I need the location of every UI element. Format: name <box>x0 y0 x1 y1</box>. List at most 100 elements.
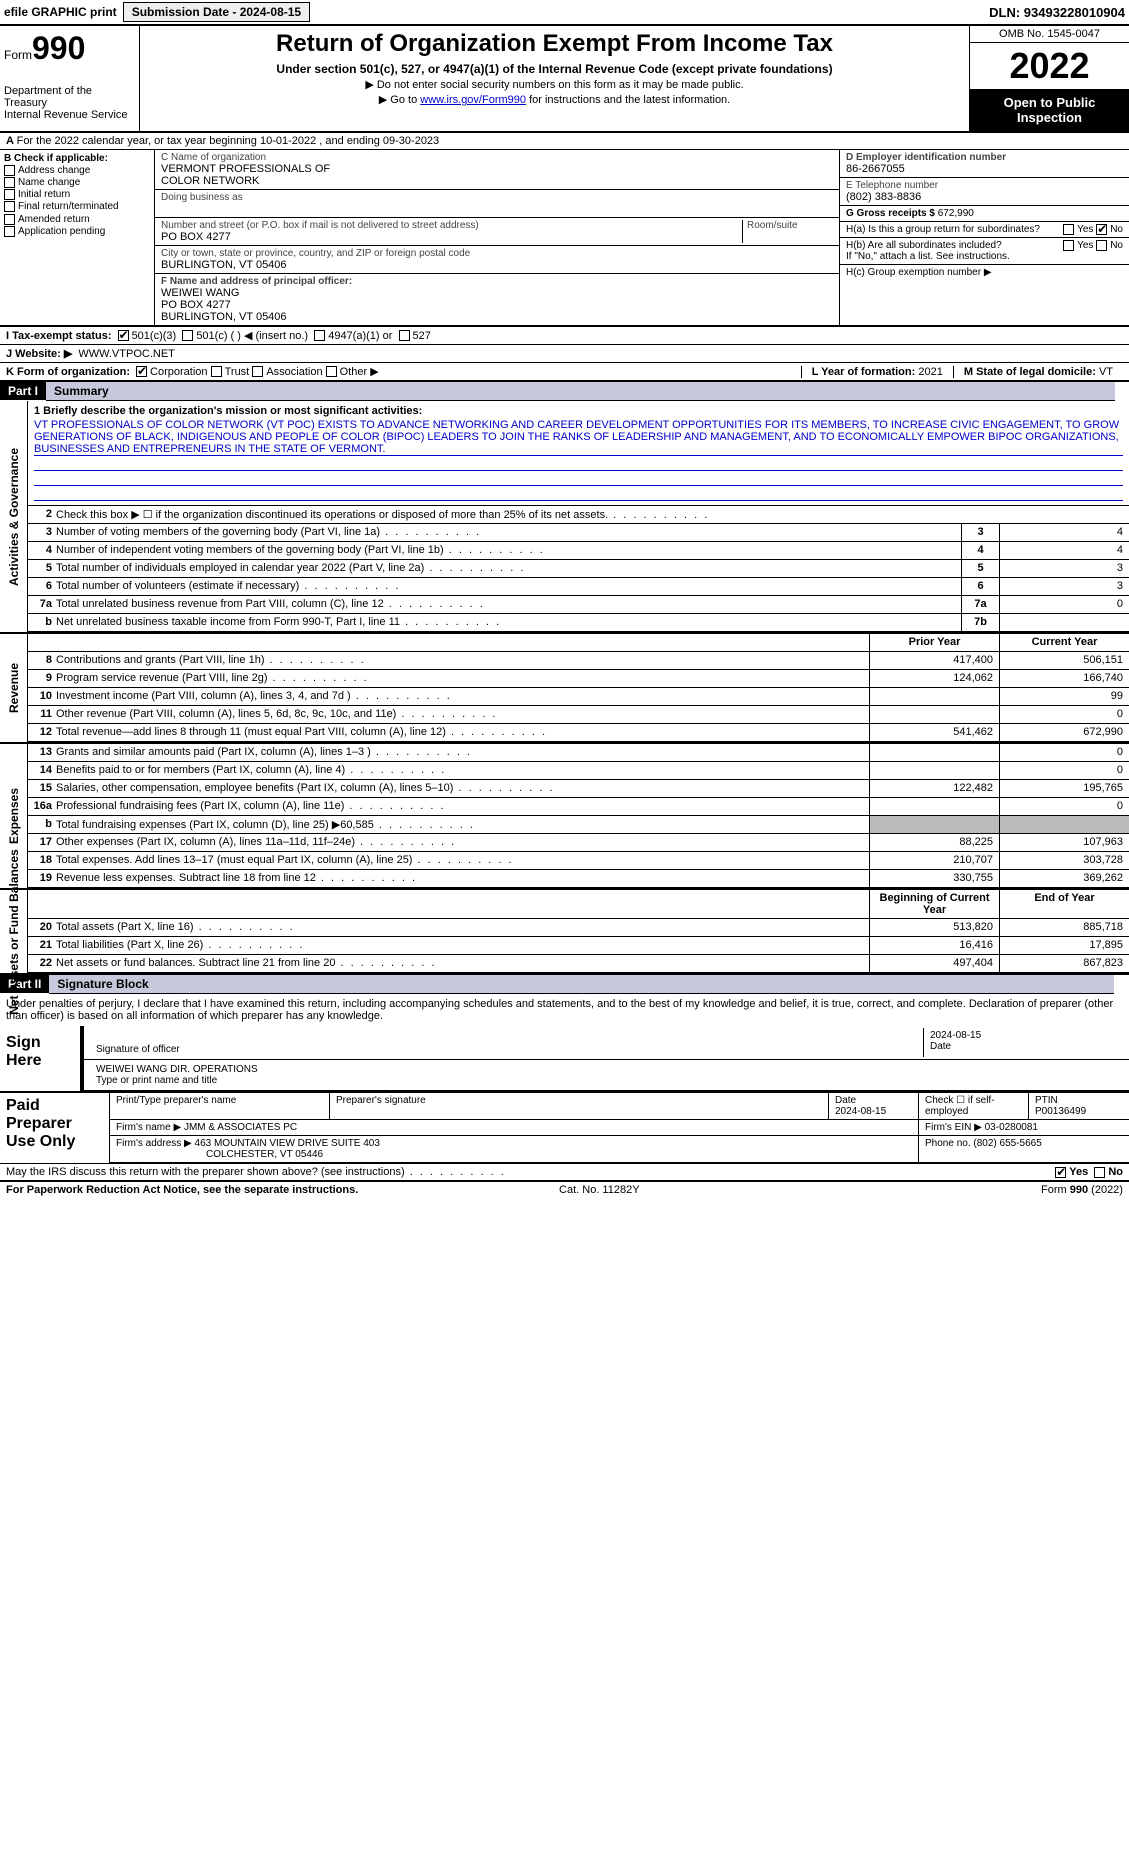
tax-year: 2022 <box>970 43 1129 89</box>
header-right: OMB No. 1545-0047 2022 Open to Public In… <box>969 26 1129 131</box>
chk-4947[interactable] <box>314 330 325 341</box>
firm-phone: (802) 655-5665 <box>973 1138 1041 1149</box>
firm-addr2: COLCHESTER, VT 05446 <box>206 1149 323 1160</box>
data-line: 12Total revenue—add lines 8 through 11 (… <box>28 724 1129 742</box>
data-line: 8Contributions and grants (Part VIII, li… <box>28 652 1129 670</box>
vlabel-revenue: Revenue <box>0 634 28 742</box>
data-line: 17Other expenses (Part IX, column (A), l… <box>28 834 1129 852</box>
row-i: I Tax-exempt status: 501(c)(3) 501(c) ( … <box>0 327 1129 345</box>
paid-preparer-label: Paid Preparer Use Only <box>0 1093 110 1163</box>
chk-address[interactable] <box>4 165 15 176</box>
entity-block: B Check if applicable: Address change Na… <box>0 150 1129 327</box>
row-klm: K Form of organization: Corporation Trus… <box>0 363 1129 382</box>
chk-501c3[interactable] <box>118 330 129 341</box>
efile-label: efile GRAPHIC print <box>4 5 117 19</box>
chk-assoc[interactable] <box>252 366 263 377</box>
gov-line: bNet unrelated business taxable income f… <box>28 614 1129 632</box>
chk-discuss-yes[interactable] <box>1055 1167 1066 1178</box>
chk-name[interactable] <box>4 177 15 188</box>
chk-final[interactable] <box>4 201 15 212</box>
chk-hb-no[interactable] <box>1096 240 1107 251</box>
data-line: 13Grants and similar amounts paid (Part … <box>28 744 1129 762</box>
chk-corp[interactable] <box>136 366 147 377</box>
officer-printed: WEIWEI WANG DIR. OPERATIONS <box>96 1064 1117 1075</box>
gov-line: 5Total number of individuals employed in… <box>28 560 1129 578</box>
irs-link[interactable]: www.irs.gov/Form990 <box>420 94 526 106</box>
data-line: 10Investment income (Part VIII, column (… <box>28 688 1129 706</box>
data-line: 9Program service revenue (Part VIII, lin… <box>28 670 1129 688</box>
discuss-row: May the IRS discuss this return with the… <box>0 1164 1129 1181</box>
chk-527[interactable] <box>399 330 410 341</box>
page-footer: For Paperwork Reduction Act Notice, see … <box>0 1181 1129 1198</box>
dln-label: DLN: 93493228010904 <box>989 5 1125 20</box>
revenue-section: Revenue Prior Year Current Year 8Contrib… <box>0 634 1129 744</box>
chk-ha-yes[interactable] <box>1063 224 1074 235</box>
h-b: H(b) Are all subordinates included? Yes … <box>840 238 1129 265</box>
irs-label: Internal Revenue Service <box>4 109 135 121</box>
form-header: Form990 Department of the Treasury Inter… <box>0 26 1129 133</box>
data-line: 11Other revenue (Part VIII, column (A), … <box>28 706 1129 724</box>
chk-hb-yes[interactable] <box>1063 240 1074 251</box>
chk-ha-no[interactable] <box>1096 224 1107 235</box>
header-left: Form990 Department of the Treasury Inter… <box>0 26 140 131</box>
col-headers-net: Beginning of Current Year End of Year <box>28 890 1129 919</box>
chk-initial[interactable] <box>4 189 15 200</box>
h-a: H(a) Is this a group return for subordin… <box>840 222 1129 238</box>
org-address: PO BOX 4277 <box>161 231 742 243</box>
data-line: 19Revenue less expenses. Subtract line 1… <box>28 870 1129 888</box>
data-line: 21Total liabilities (Part X, line 26)16,… <box>28 937 1129 955</box>
chk-501c[interactable] <box>182 330 193 341</box>
chk-app[interactable] <box>4 226 15 237</box>
domicile-state: VT <box>1099 366 1113 378</box>
gov-line: 4Number of independent voting members of… <box>28 542 1129 560</box>
chk-amended[interactable] <box>4 214 15 225</box>
part-i-header: Part ISummary <box>0 382 1129 401</box>
note-link: ▶ Go to www.irs.gov/Form990 for instruct… <box>148 93 961 106</box>
col-headers-rev: Prior Year Current Year <box>28 634 1129 652</box>
org-name-1: VERMONT PROFESSIONALS OF <box>161 163 833 175</box>
expenses-section: Expenses 13Grants and similar amounts pa… <box>0 744 1129 890</box>
form-word: Form <box>4 48 32 62</box>
penalty-statement: Under penalties of perjury, I declare th… <box>0 994 1129 1026</box>
form-number: 990 <box>32 30 85 66</box>
firm-ein: 03-0280081 <box>985 1122 1038 1133</box>
submission-date-button[interactable]: Submission Date - 2024-08-15 <box>123 2 310 22</box>
data-line: bTotal fundraising expenses (Part IX, co… <box>28 816 1129 834</box>
prep-date: 2024-08-15 <box>835 1106 886 1117</box>
ein: 86-2667055 <box>846 163 1123 175</box>
footer-catno: Cat. No. 11282Y <box>559 1184 640 1196</box>
ptin: P00136499 <box>1035 1106 1086 1117</box>
chk-other[interactable] <box>326 366 337 377</box>
row-a-taxyear: A For the 2022 calendar year, or tax yea… <box>0 133 1129 150</box>
row-j: J Website: ▶ WWW.VTPOC.NET <box>0 345 1129 363</box>
h-c: H(c) Group exemption number ▶ <box>840 265 1129 280</box>
form-subtitle: Under section 501(c), 527, or 4947(a)(1)… <box>148 62 961 76</box>
officer-city: BURLINGTON, VT 05406 <box>161 311 833 323</box>
gov-line: 3Number of voting members of the governi… <box>28 524 1129 542</box>
gov-line: 6Total number of volunteers (estimate if… <box>28 578 1129 596</box>
org-city: BURLINGTON, VT 05406 <box>161 259 833 271</box>
gov-line: 2Check this box ▶ ☐ if the organization … <box>28 506 1129 524</box>
gov-line: 7aTotal unrelated business revenue from … <box>28 596 1129 614</box>
activities-governance: Activities & Governance 1 Briefly descri… <box>0 401 1129 634</box>
phone: (802) 383-8836 <box>846 191 1123 203</box>
data-line: 18Total expenses. Add lines 13–17 (must … <box>28 852 1129 870</box>
chk-discuss-no[interactable] <box>1094 1167 1105 1178</box>
year-formed: 2021 <box>918 366 942 378</box>
paid-preparer: Paid Preparer Use Only Print/Type prepar… <box>0 1093 1129 1164</box>
form-title: Return of Organization Exempt From Incom… <box>148 30 961 58</box>
col-right: D Employer identification number86-26670… <box>839 150 1129 325</box>
mission: 1 Briefly describe the organization's mi… <box>28 401 1129 506</box>
chk-trust[interactable] <box>211 366 222 377</box>
open-public-badge: Open to Public Inspection <box>970 89 1129 131</box>
org-name-2: COLOR NETWORK <box>161 175 833 187</box>
data-line: 22Net assets or fund balances. Subtract … <box>28 955 1129 973</box>
mission-text: VT PROFESSIONALS OF COLOR NETWORK (VT PO… <box>34 419 1123 456</box>
vlabel-governance: Activities & Governance <box>0 401 28 632</box>
netassets-section: Net Assets or Fund Balances Beginning of… <box>0 890 1129 975</box>
signature-block: Under penalties of perjury, I declare th… <box>0 994 1129 1093</box>
note-ssn: ▶ Do not enter social security numbers o… <box>148 78 961 91</box>
firm-addr1: 463 MOUNTAIN VIEW DRIVE SUITE 403 <box>195 1138 380 1149</box>
website: WWW.VTPOC.NET <box>78 348 175 360</box>
data-line: 16aProfessional fundraising fees (Part I… <box>28 798 1129 816</box>
